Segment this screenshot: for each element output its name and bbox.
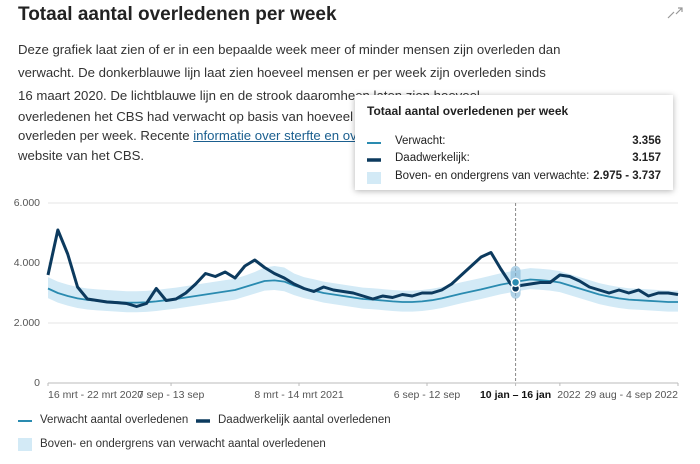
tooltip-label: Daadwerkelijk: <box>395 152 470 164</box>
tooltip-value: 3.157 <box>632 152 661 164</box>
series-line <box>47 278 678 304</box>
tooltip-row: Boven- en ondergrens van verwachte: 2.975… <box>367 170 661 186</box>
y-tick-label: 6.000 <box>14 197 40 209</box>
intro-line: overleden per week. Recente informatie o… <box>18 128 368 143</box>
intro-line: overledenen het CBS had verwacht op basi… <box>18 109 376 124</box>
intro-line: verwacht. De donkerblauwe lijn laat zien… <box>18 65 546 80</box>
x-tick-label: 6 sep - 12 sep <box>394 389 461 401</box>
tooltip-label: Verwacht: <box>395 135 446 147</box>
legend-label: Boven- en ondergrens van verwacht aantal… <box>40 438 326 450</box>
x-tick-bg <box>475 387 556 403</box>
legend-label: Verwacht aantal overledenen <box>40 414 189 426</box>
intro-line: Deze grafiek laat zien of er in een bepa… <box>18 42 561 57</box>
x-tick-label: 10 jan – 16 jan <box>480 389 551 401</box>
intro-text: overleden per week. Recente <box>18 128 194 143</box>
link[interactable]: informatie over sterfte en over <box>193 128 369 143</box>
tooltip-row: Daadwerkelijk: 3.157 <box>367 152 661 168</box>
tooltip-value: 3.356 <box>632 135 661 147</box>
y-tick-label: 0 <box>34 377 40 389</box>
tooltip-title: Totaal aantal overledenen per week <box>367 104 569 118</box>
y-tick-label: 4.000 <box>14 257 40 269</box>
hover-point <box>510 277 521 288</box>
intro-line: website van het CBS. <box>18 148 145 163</box>
series-line <box>46 228 679 308</box>
legend-label: Daadwerkelijk aantal overledenen <box>218 414 391 426</box>
expand-arrow <box>667 7 683 19</box>
tooltip-row: Verwacht: 3.356 <box>367 135 661 151</box>
x-tick-label: 29 aug - 4 sep 2022 <box>585 389 679 401</box>
tooltip: Totaal aantal overledenen per week Verwa… <box>355 95 673 190</box>
tooltip-label: Boven- en ondergrens van verwachte: <box>395 170 590 182</box>
x-tick-label: 7 sep - 13 sep <box>138 389 205 401</box>
expand-icon[interactable] <box>667 7 683 19</box>
x-tick-label: 16 mrt - 22 mrt 2020 <box>48 389 143 401</box>
title: Totaal aantal overledenen per week <box>18 4 337 25</box>
tooltip-value: 2.975 - 3.737 <box>593 170 661 182</box>
x-tick-label: 8 mrt - 14 mrt 2021 <box>254 389 343 401</box>
y-tick-label: 2.000 <box>14 317 40 329</box>
